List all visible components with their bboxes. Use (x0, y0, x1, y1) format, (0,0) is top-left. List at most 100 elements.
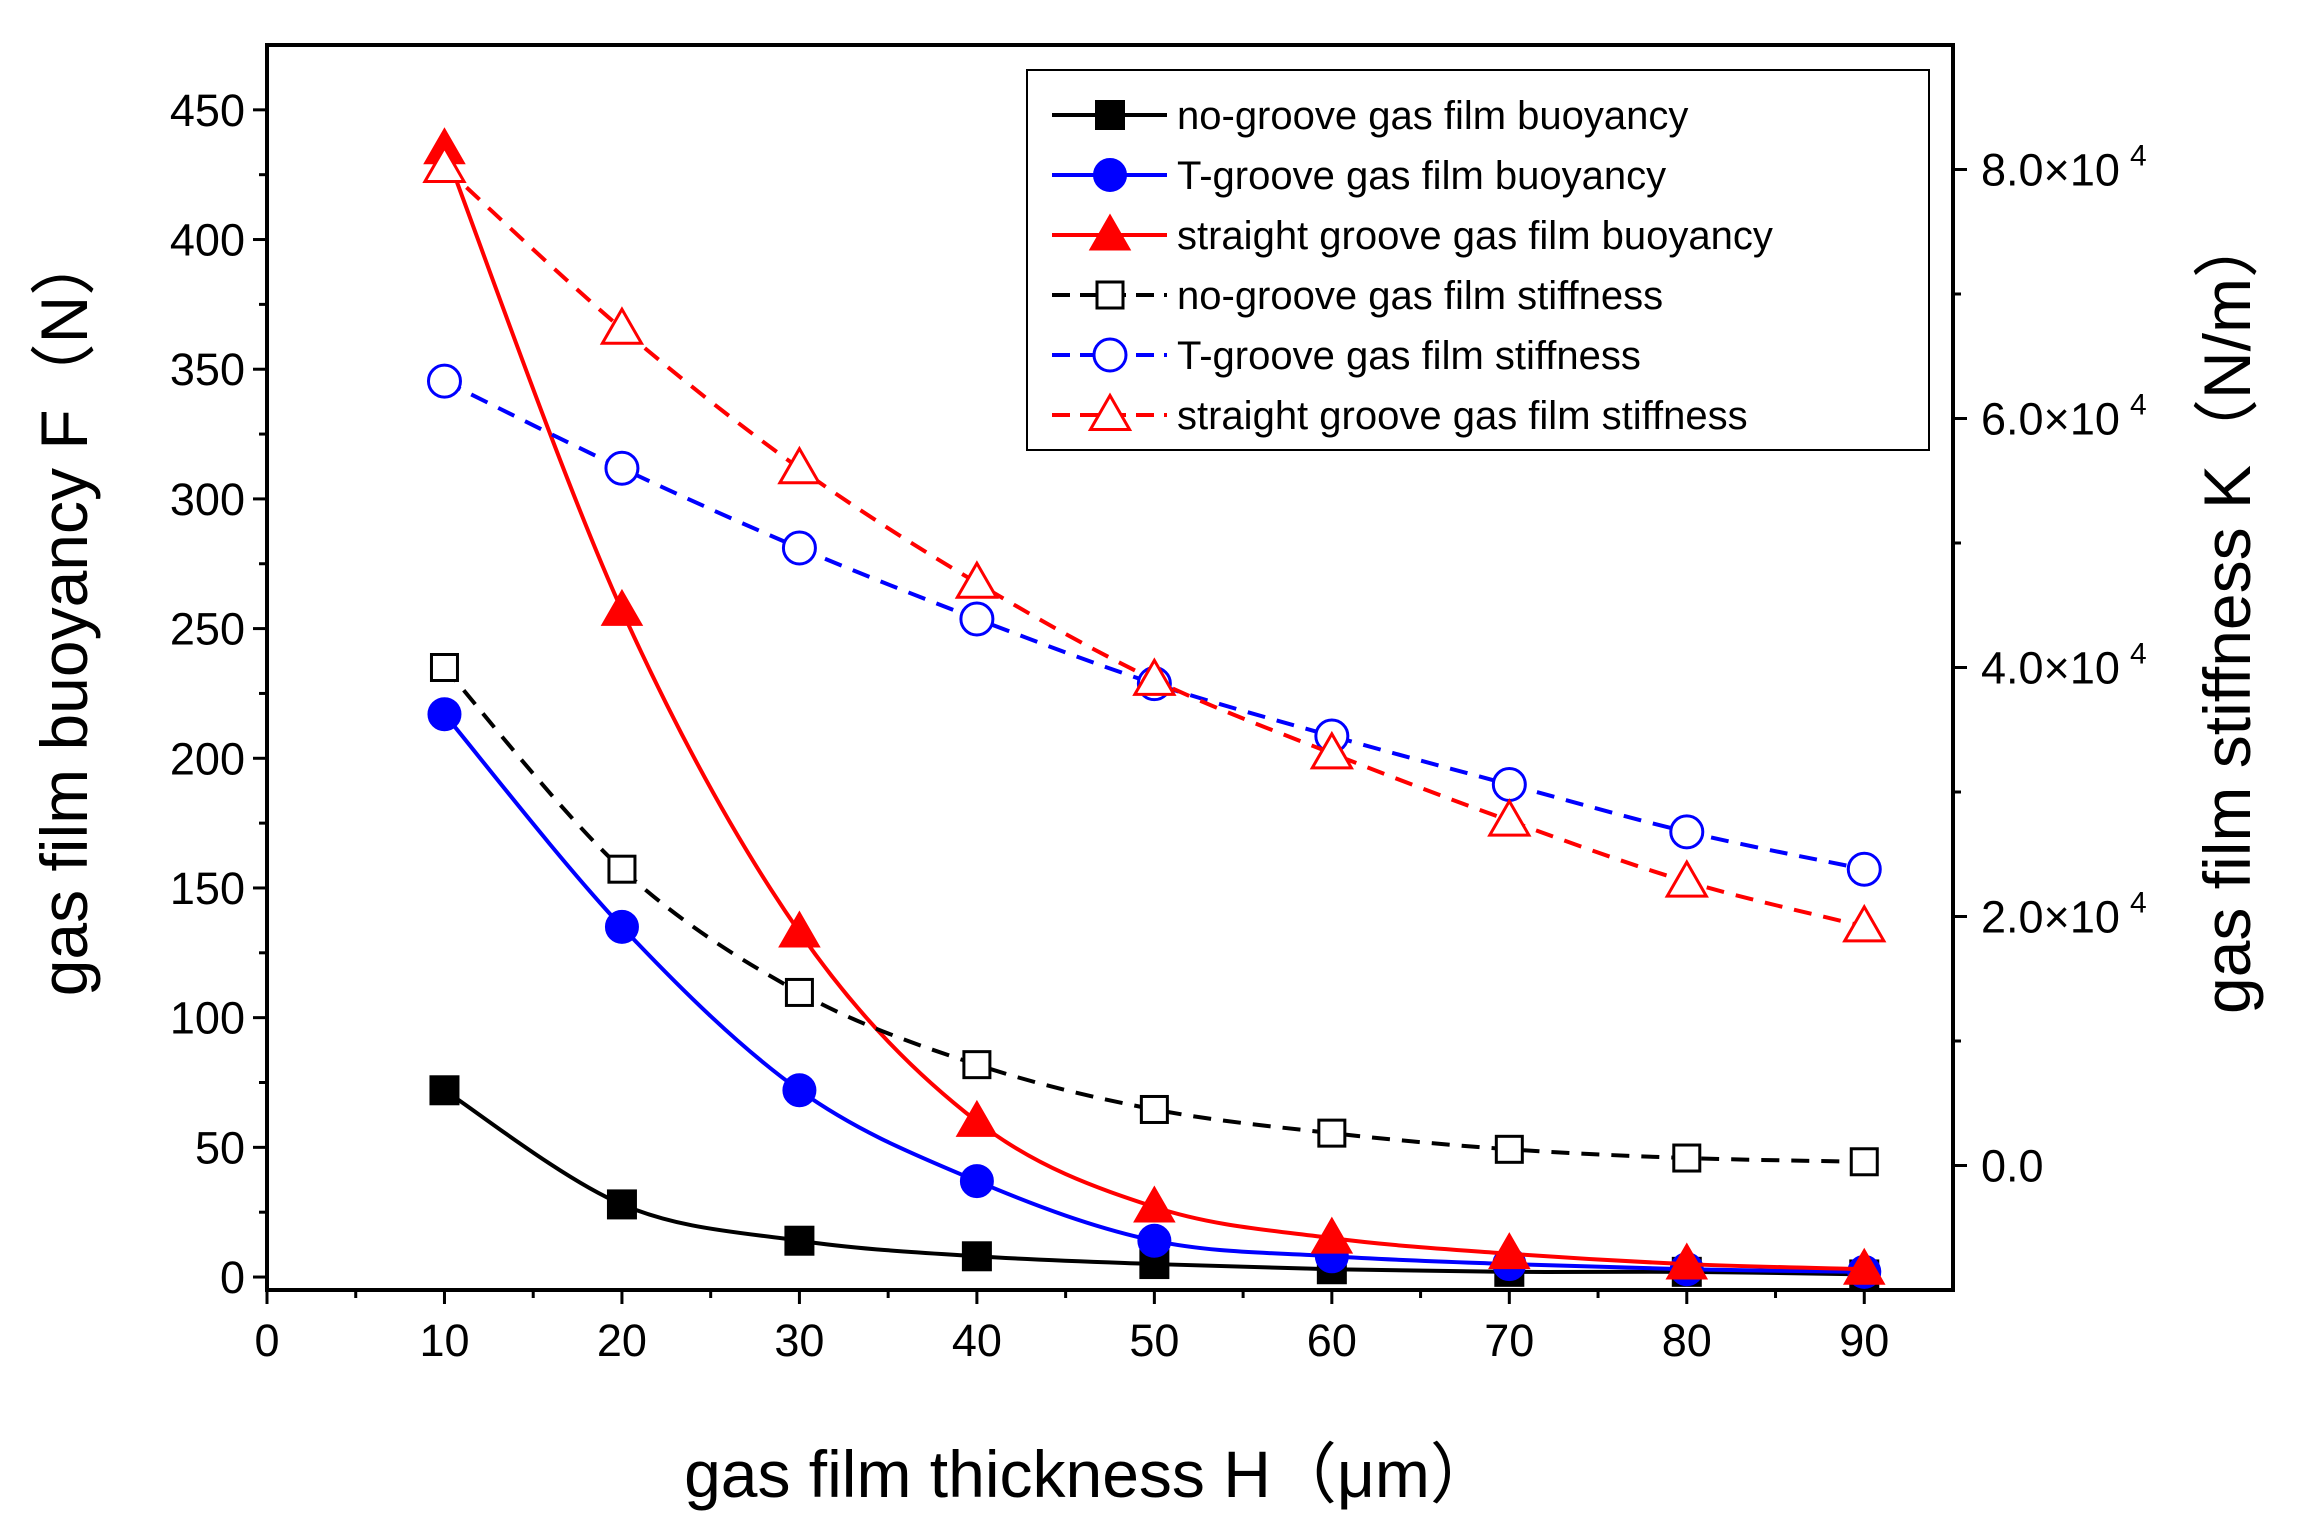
data-point (1139, 1094, 1169, 1124)
y-tick-label: 200 (170, 733, 245, 784)
series-line (442, 712, 1865, 1274)
data-point (1491, 767, 1527, 803)
data-point (606, 1189, 637, 1220)
data-point (777, 445, 822, 485)
legend-item: no-groove gas film buoyancy (1052, 94, 1688, 138)
y-tick-label: 450 (170, 85, 245, 136)
series-3 (423, 127, 1886, 1285)
data-point (954, 560, 1000, 599)
series-6 (422, 144, 1887, 943)
legend-label: T-groove gas film stiffness (1177, 334, 1641, 378)
y2-tick-exponent: 4 (2130, 389, 2147, 422)
data-point (429, 1075, 460, 1106)
x-tick-label: 60 (1307, 1315, 1357, 1366)
data-point (1494, 1134, 1524, 1164)
data-point (600, 588, 644, 626)
y2-axis-ticks: 0.0 2.0×10 4 4.0×10 4 6.0×10 4 8.0×10 4 (1953, 140, 2147, 1192)
legend-item: straight groove gas film buoyancy (1052, 213, 1773, 258)
y-tick-label: 400 (170, 215, 245, 266)
y-tick-label: 50 (195, 1122, 245, 1173)
data-point (604, 450, 640, 486)
y2-tick-label: 0.0 (1981, 1141, 2044, 1192)
data-point (422, 144, 467, 183)
data-point (1488, 1232, 1531, 1270)
data-point (959, 601, 995, 637)
legend-item: no-groove gas film stiffness (1052, 274, 1663, 318)
data-point (784, 977, 814, 1007)
data-point (604, 909, 639, 944)
data-point (1672, 1143, 1702, 1173)
data-point (782, 1073, 817, 1108)
x-tick-label: 10 (419, 1315, 469, 1366)
series-4 (429, 653, 1879, 1177)
data-point (955, 1099, 999, 1137)
legend-label: T-groove gas film buoyancy (1177, 154, 1666, 198)
y2-tick-label: 4.0×10 (1981, 643, 2120, 694)
legend-label: straight groove gas film stiffness (1177, 394, 1748, 438)
data-point (1317, 1118, 1347, 1148)
x-tick-label: 40 (952, 1315, 1002, 1366)
series-line (443, 165, 1865, 929)
legend-label: no-groove gas film stiffness (1177, 274, 1663, 318)
y2-tick-label: 6.0×10 (1981, 394, 2120, 445)
legend-item: T-groove gas film stiffness (1052, 334, 1641, 378)
data-point (1309, 730, 1354, 770)
y2-tick-label: 2.0×10 (1981, 892, 2120, 943)
data-point (1842, 903, 1887, 943)
y-tick-label: 300 (170, 474, 245, 525)
legend-marker (1095, 280, 1125, 310)
data-point (599, 306, 645, 345)
data-point (1846, 851, 1882, 887)
y2-tick-exponent: 4 (2130, 887, 2147, 920)
y-axis-title: gas film buoyancy F（N） (27, 230, 101, 997)
data-point (1665, 1242, 1709, 1280)
y-tick-label: 100 (170, 993, 245, 1044)
series-line (443, 379, 1865, 872)
data-point (607, 854, 637, 884)
data-point (1664, 859, 1709, 898)
data-point (429, 653, 459, 682)
series-layer (422, 127, 1887, 1290)
data-point (1849, 1147, 1879, 1177)
y-axis-ticks: 0 50 100 150 200 250 300 350 400 450 (170, 85, 267, 1303)
x-tick-label: 50 (1129, 1315, 1179, 1366)
x-tick-label: 80 (1662, 1315, 1712, 1366)
x-tick-label: 70 (1484, 1315, 1534, 1366)
data-point (781, 530, 817, 566)
x-tick-label: 90 (1839, 1315, 1889, 1366)
x-axis-ticks: 0 10 20 30 40 50 60 70 80 90 (254, 1290, 1889, 1366)
x-axis-title: gas film thickness H（μm） (684, 1437, 1496, 1511)
y-tick-label: 0 (220, 1252, 245, 1303)
legend-marker (1095, 100, 1125, 130)
data-point (962, 1050, 992, 1080)
data-point (778, 910, 821, 948)
x-tick-label: 20 (597, 1315, 647, 1366)
data-point (1669, 814, 1705, 850)
data-point (1487, 798, 1532, 837)
legend-label: no-groove gas film buoyancy (1177, 94, 1688, 138)
legend-marker (1092, 337, 1128, 373)
y-tick-label: 350 (170, 344, 245, 395)
legend-item: straight groove gas film stiffness (1052, 392, 1748, 438)
data-point (427, 697, 462, 732)
data-point (426, 363, 462, 399)
legend-item: T-groove gas film buoyancy (1052, 154, 1666, 198)
y2-axis-title: gas film stiffness K（N/m） (2190, 212, 2264, 1014)
data-point (959, 1164, 994, 1199)
data-point (1133, 1185, 1176, 1223)
data-point (784, 1225, 815, 1256)
data-point (1137, 1223, 1172, 1258)
legend-marker (1093, 158, 1127, 192)
y2-tick-exponent: 4 (2130, 638, 2147, 671)
data-point (1310, 1216, 1354, 1254)
data-point (1842, 1247, 1886, 1285)
y-tick-label: 250 (170, 604, 245, 655)
y2-tick-label: 8.0×10 (1981, 145, 2120, 196)
y-tick-label: 150 (170, 863, 245, 914)
data-point (1132, 657, 1177, 696)
legend-marker (1087, 392, 1133, 431)
x-tick-label: 30 (774, 1315, 824, 1366)
legend: no-groove gas film buoyancy T-groove gas … (1026, 69, 1930, 451)
y2-tick-exponent: 4 (2130, 140, 2147, 173)
